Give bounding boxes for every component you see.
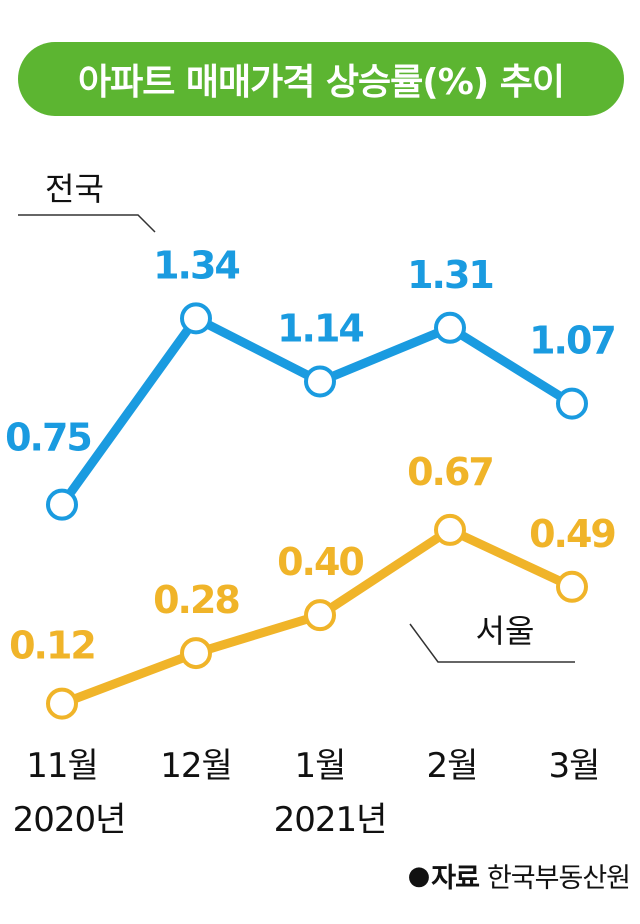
source-name: 한국부동산원 — [486, 863, 631, 894]
x-tick-label: 12월 — [160, 746, 233, 786]
data-label: 1.31 — [407, 253, 493, 297]
data-point — [180, 637, 212, 670]
data-label: 0.28 — [153, 578, 239, 622]
data-label: 1.34 — [153, 243, 239, 287]
series-name-label: 전국 — [45, 170, 104, 208]
data-point — [46, 687, 78, 720]
chart-title-banner: 아파트 매매가격 상승률(%) 추이 — [18, 42, 624, 116]
data-point — [556, 570, 588, 603]
source-label: 자료 — [431, 863, 480, 894]
data-point — [46, 488, 78, 521]
data-point — [180, 302, 212, 335]
x-tick-label: 3월 — [548, 746, 601, 786]
data-label: 0.12 — [9, 624, 95, 668]
data-point — [304, 365, 336, 398]
year-label: 2021년 — [273, 800, 388, 840]
series-leader-line — [409, 623, 575, 663]
source-note: ● 자료 한국부동산원 — [407, 856, 631, 895]
source-bullet: ● — [407, 860, 431, 891]
data-point — [304, 599, 336, 632]
series-name-label: 서울 — [476, 612, 535, 650]
x-tick-label: 2월 — [426, 746, 479, 786]
data-label: 1.07 — [529, 319, 615, 363]
x-tick-label: 11월 — [26, 746, 99, 786]
data-label: 0.75 — [5, 416, 91, 460]
data-label: 0.49 — [529, 512, 615, 556]
chart-title: 아파트 매매가격 상승률(%) 추이 — [77, 62, 565, 103]
data-point — [434, 311, 466, 344]
year-label: 2020년 — [12, 800, 127, 840]
data-label: 0.67 — [407, 450, 493, 494]
data-point — [556, 387, 588, 420]
data-point — [434, 513, 466, 546]
data-label: 0.40 — [277, 540, 363, 584]
data-label: 1.14 — [277, 306, 363, 350]
series-leader-line — [18, 214, 156, 233]
x-tick-label: 1월 — [294, 746, 347, 786]
